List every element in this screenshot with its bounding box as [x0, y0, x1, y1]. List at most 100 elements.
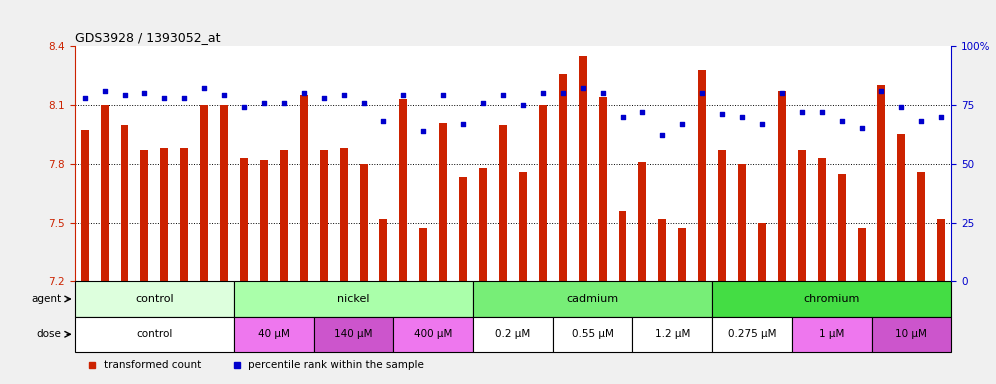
Bar	[81, 131, 89, 281]
Text: dose: dose	[37, 329, 62, 339]
Bar	[738, 164, 746, 281]
Point	[754, 121, 770, 127]
Text: nickel: nickel	[338, 294, 370, 304]
Bar	[393, 317, 473, 352]
Bar	[792, 317, 872, 352]
Point	[873, 88, 889, 94]
Point	[97, 88, 113, 94]
Bar	[877, 85, 885, 281]
Point	[77, 95, 93, 101]
Point	[316, 95, 332, 101]
Bar	[75, 317, 234, 352]
Bar	[698, 70, 706, 281]
Point	[615, 114, 630, 120]
Bar	[300, 95, 308, 281]
Bar	[559, 73, 567, 281]
Bar	[314, 317, 393, 352]
Text: cadmium: cadmium	[567, 294, 619, 304]
Point	[893, 104, 909, 110]
Point	[634, 109, 650, 115]
Point	[674, 121, 690, 127]
Point	[495, 93, 511, 99]
Bar	[718, 150, 726, 281]
Bar	[234, 317, 314, 352]
Text: 0.2 μM: 0.2 μM	[495, 329, 531, 339]
Text: 1 μM: 1 μM	[819, 329, 845, 339]
Text: 1.2 μM: 1.2 μM	[654, 329, 690, 339]
Bar	[712, 281, 951, 317]
Point	[336, 93, 352, 99]
Bar	[519, 172, 527, 281]
Bar	[632, 317, 712, 352]
Bar	[678, 228, 686, 281]
Text: 40 μM: 40 μM	[258, 329, 290, 339]
Point	[515, 102, 531, 108]
Point	[854, 125, 870, 131]
Point	[117, 93, 132, 99]
Point	[933, 114, 949, 120]
Text: 10 μM: 10 μM	[895, 329, 927, 339]
Bar	[240, 158, 248, 281]
Point	[136, 90, 152, 96]
Bar	[234, 281, 473, 317]
Bar	[320, 150, 328, 281]
Bar	[599, 97, 607, 281]
Bar	[619, 211, 626, 281]
Text: control: control	[135, 294, 173, 304]
Bar	[399, 99, 407, 281]
Bar	[220, 105, 228, 281]
Bar	[838, 174, 846, 281]
Point	[395, 93, 411, 99]
Point	[714, 111, 730, 118]
Text: 140 μM: 140 μM	[335, 329, 373, 339]
Bar	[818, 158, 826, 281]
Point	[734, 114, 750, 120]
Bar	[459, 177, 467, 281]
Point	[176, 95, 192, 101]
Bar	[160, 148, 168, 281]
Bar	[419, 228, 427, 281]
Bar	[260, 160, 268, 281]
Bar	[798, 150, 806, 281]
Bar	[712, 317, 792, 352]
Text: chromium: chromium	[804, 294, 860, 304]
Point	[156, 95, 172, 101]
Bar	[499, 124, 507, 281]
Point	[196, 85, 212, 91]
Bar	[360, 164, 368, 281]
Bar	[539, 105, 547, 281]
Point	[913, 118, 929, 124]
Bar	[897, 134, 905, 281]
Text: 0.275 μM: 0.275 μM	[728, 329, 776, 339]
Bar	[638, 162, 646, 281]
Point	[455, 121, 471, 127]
Point	[794, 109, 810, 115]
Text: 0.55 μM: 0.55 μM	[572, 329, 614, 339]
Point	[595, 90, 611, 96]
Point	[276, 99, 292, 106]
Bar	[101, 105, 109, 281]
Bar	[121, 124, 128, 281]
Point	[834, 118, 850, 124]
Bar	[579, 56, 587, 281]
Bar	[858, 228, 866, 281]
Bar	[180, 148, 188, 281]
Bar	[872, 317, 951, 352]
Bar	[439, 122, 447, 281]
Text: GDS3928 / 1393052_at: GDS3928 / 1393052_at	[75, 31, 220, 44]
Point	[256, 99, 272, 106]
Bar	[280, 150, 288, 281]
Point	[814, 109, 830, 115]
Bar	[340, 148, 348, 281]
Text: 400 μM: 400 μM	[414, 329, 452, 339]
Text: control: control	[136, 329, 172, 339]
Bar	[379, 218, 387, 281]
Bar	[553, 317, 632, 352]
Point	[435, 93, 451, 99]
Point	[774, 90, 790, 96]
Point	[535, 90, 551, 96]
Point	[654, 132, 670, 139]
Bar	[473, 281, 712, 317]
Point	[475, 99, 491, 106]
Point	[694, 90, 710, 96]
